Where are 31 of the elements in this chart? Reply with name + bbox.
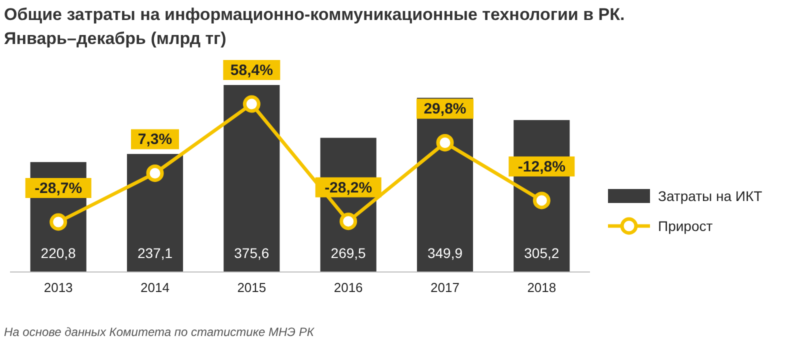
- data-label: 220,8: [40, 245, 76, 261]
- point: [146, 164, 164, 182]
- x-tick-label: 2016: [334, 280, 363, 295]
- x-tick-label: 2015: [237, 280, 266, 295]
- chart-title: Общие затраты на информационно-коммуникационные технологии в РК.: [4, 5, 625, 24]
- legend-label: Затраты на ИКТ: [658, 188, 763, 204]
- text: На основе данных Комитета по статистике МНЭ РК: [4, 325, 315, 339]
- data-label: 237,1: [137, 245, 173, 261]
- legend-label: Прирост: [658, 218, 714, 234]
- point: [436, 134, 454, 152]
- chart-subtitle: Январь–декабрь (млрд тг): [4, 29, 226, 48]
- data-label: -12,8%: [518, 158, 566, 176]
- x-tick-label: 2014: [140, 280, 170, 295]
- data-label: -28,7%: [34, 180, 82, 197]
- bar: [224, 85, 280, 272]
- data-label: 305,2: [524, 245, 560, 261]
- bar: [126, 154, 184, 272]
- data-label: 7,3%: [138, 131, 172, 148]
- x-tick-label: 2013: [44, 280, 73, 295]
- x-tick-label: 2017: [430, 280, 460, 295]
- data-label: 29,8%: [424, 100, 466, 118]
- point: [50, 213, 68, 231]
- data-label: 375,6: [234, 245, 270, 261]
- data-label: 349,9: [427, 245, 463, 261]
- data-label: 58,4%: [230, 62, 273, 79]
- point: [340, 212, 358, 230]
- x-tick-label: 2018: [527, 280, 556, 295]
- point: [242, 95, 260, 113]
- data-label: -28,2%: [324, 179, 372, 196]
- data-label: 269,5: [330, 245, 366, 261]
- point: [532, 192, 550, 210]
